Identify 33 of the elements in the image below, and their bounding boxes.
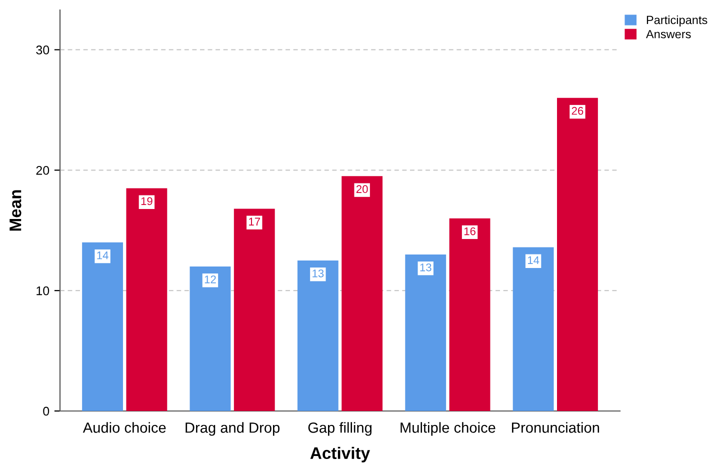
x-tick-label: Drag and Drop <box>186 422 280 436</box>
bar <box>512 247 554 411</box>
bar <box>126 188 168 411</box>
bar <box>190 266 231 411</box>
data-label: 16 <box>464 227 476 236</box>
bar <box>557 98 598 411</box>
data-label: 26 <box>572 106 584 115</box>
x-tick-label: Pronunciation <box>512 422 600 433</box>
y-axis-title: Mean <box>10 190 22 231</box>
bar <box>342 176 383 411</box>
y-tick-label: 30 <box>36 46 50 54</box>
bar <box>82 242 123 411</box>
data-label: 19 <box>141 197 152 206</box>
data-label: 12 <box>204 276 216 284</box>
data-label: 13 <box>420 263 432 272</box>
bar <box>449 218 490 411</box>
data-label: 14 <box>97 252 108 260</box>
data-label: 14 <box>528 256 540 264</box>
x-tick-label: Audio choice <box>82 422 166 433</box>
y-tick-label: 20 <box>36 166 50 175</box>
bar <box>405 254 446 411</box>
data-label: 13 <box>312 269 324 278</box>
data-label: 17 <box>249 218 260 226</box>
bar <box>234 208 275 411</box>
y-tick-label: 10 <box>36 286 50 296</box>
legend-label: Participants <box>646 15 708 26</box>
legend-label: Answers <box>646 30 691 38</box>
x-axis-title: Activity <box>310 446 370 462</box>
data-label: 20 <box>356 185 368 194</box>
bar <box>297 260 338 411</box>
x-tick-label: Multiple choice <box>400 422 496 436</box>
x-tick-label: Gap filling <box>308 422 372 436</box>
y-tick-label: 0 <box>43 406 50 416</box>
